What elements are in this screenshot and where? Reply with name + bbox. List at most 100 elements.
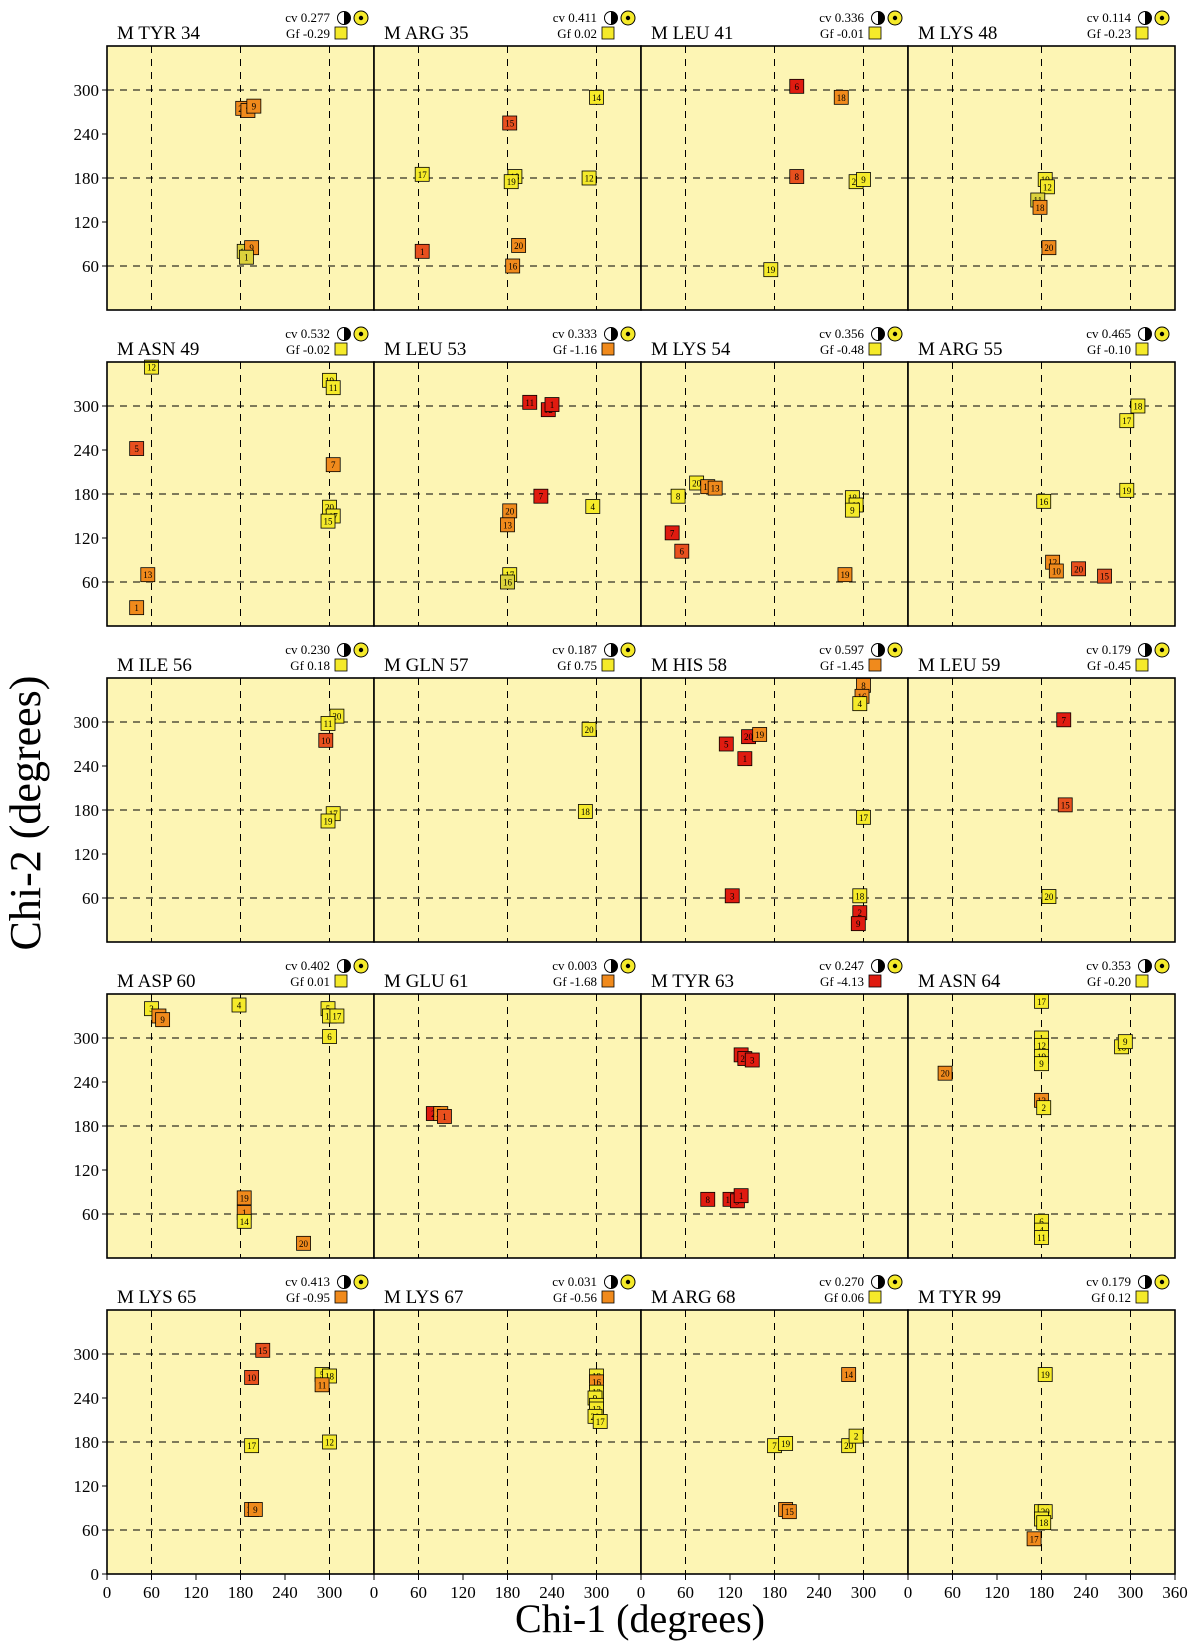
cv-pie-slice: [344, 11, 351, 25]
point-label: 13: [503, 520, 513, 530]
data-point: 17: [244, 1438, 260, 1454]
data-point: 20: [1041, 889, 1057, 904]
point-label: 20: [1044, 243, 1054, 253]
panel-title: M ARG 55: [918, 339, 1002, 360]
y-axis-label: Chi-2 (degrees): [1, 676, 50, 951]
data-point: 1: [414, 243, 430, 259]
x-tick-label: 0: [637, 1583, 646, 1602]
point-label: 5: [724, 740, 729, 750]
point-marker: [778, 1436, 794, 1451]
panel-title: M LEU 59: [918, 655, 1000, 676]
cv-pie-slice: [878, 959, 885, 973]
data-point: 17: [1119, 413, 1135, 429]
point-marker: [841, 1367, 857, 1382]
x-axis-label: Chi-1 (degrees): [515, 1596, 765, 1641]
data-point: 20: [296, 1235, 311, 1251]
point-label: 6: [1039, 1217, 1044, 1227]
point-label: 2: [858, 908, 863, 918]
point-label: 14: [240, 1217, 250, 1227]
y-tick-label: 300: [74, 1345, 100, 1364]
point-label: 18: [1039, 1518, 1049, 1528]
panel-title: M TYR 34: [117, 23, 201, 44]
point-label: 12: [585, 174, 594, 184]
data-point: 1: [737, 751, 753, 767]
point-label: 19: [1041, 1370, 1051, 1380]
x-tick-label: 120: [450, 1583, 476, 1602]
point-label: 12: [1043, 182, 1052, 192]
point-marker: [1037, 1367, 1053, 1382]
data-point: 11: [320, 716, 336, 731]
point-label: 2: [854, 1432, 859, 1442]
panel-title: M LYS 48: [918, 23, 997, 44]
x-tick-label: 180: [228, 1583, 254, 1602]
cv-value: cv 0.003: [552, 958, 597, 973]
point-label: 17: [332, 1012, 342, 1022]
sun-icon-center: [892, 1279, 898, 1285]
gf-color-swatch: [1135, 342, 1149, 356]
point-label: 10: [321, 736, 331, 746]
point-label: 1: [442, 1112, 447, 1122]
point-label: 8: [861, 681, 866, 691]
point-marker: [581, 721, 597, 737]
cv-value: cv 0.187: [552, 642, 597, 657]
point-label: 19: [840, 570, 850, 580]
point-label: 8: [676, 492, 681, 502]
data-point: 8: [789, 169, 805, 184]
point-label: 2: [431, 1109, 436, 1119]
data-point: 11: [522, 394, 538, 410]
data-point: 5: [129, 441, 145, 456]
panel-title: M GLN 57: [384, 655, 468, 676]
sun-icon-center: [358, 331, 364, 337]
point-marker: [511, 238, 527, 253]
point-label: 9: [252, 102, 257, 112]
point-marker: [856, 809, 871, 825]
x-tick-label: 240: [539, 1583, 565, 1602]
point-label: 9: [1123, 1037, 1128, 1047]
gf-color-swatch: [601, 1290, 615, 1304]
x-tick-label: 120: [984, 1583, 1010, 1602]
point-label: 20: [1044, 892, 1054, 902]
point-marker: [325, 457, 341, 473]
point-label: 11: [525, 398, 534, 408]
point-label: 8: [706, 1195, 711, 1205]
panel-frame: [907, 677, 1176, 943]
gf-color-swatch: [601, 658, 615, 672]
gf-color-swatch: [334, 26, 348, 40]
cv-value: cv 0.353: [1086, 958, 1131, 973]
data-point: 9: [844, 502, 860, 518]
panel-title: M ILE 56: [117, 655, 192, 676]
point-label: 12: [1048, 558, 1057, 568]
data-point: 14: [236, 1213, 252, 1229]
data-point: 13: [707, 480, 723, 496]
point-marker: [577, 804, 593, 819]
gf-color-swatch: [868, 26, 882, 40]
x-tick-label: 300: [1118, 1583, 1144, 1602]
gf-color-swatch: [601, 974, 615, 988]
point-label: 12: [325, 1438, 334, 1448]
point-label: 16: [592, 1377, 602, 1387]
point-label: 15: [505, 119, 515, 129]
point-label: 15: [1100, 572, 1110, 582]
y-tick-label: 60: [82, 257, 99, 276]
data-point: 15: [1097, 568, 1112, 584]
data-point: 12: [581, 170, 597, 186]
cv-pie-slice: [1145, 959, 1152, 973]
y-tick-label: 60: [82, 1205, 99, 1224]
point-marker: [763, 262, 779, 278]
point-marker: [329, 1008, 345, 1024]
y-tick-label: 240: [74, 1389, 100, 1408]
point-marker: [244, 1438, 260, 1454]
point-marker: [670, 488, 686, 504]
data-point: 8: [670, 488, 686, 504]
point-label: 4: [858, 699, 863, 709]
point-marker: [592, 1414, 608, 1429]
point-marker: [320, 716, 336, 731]
y-tick-label: 60: [82, 573, 99, 592]
point-label: 7: [539, 492, 544, 502]
point-label: 16: [1039, 497, 1049, 507]
point-label: 19: [1122, 486, 1132, 496]
